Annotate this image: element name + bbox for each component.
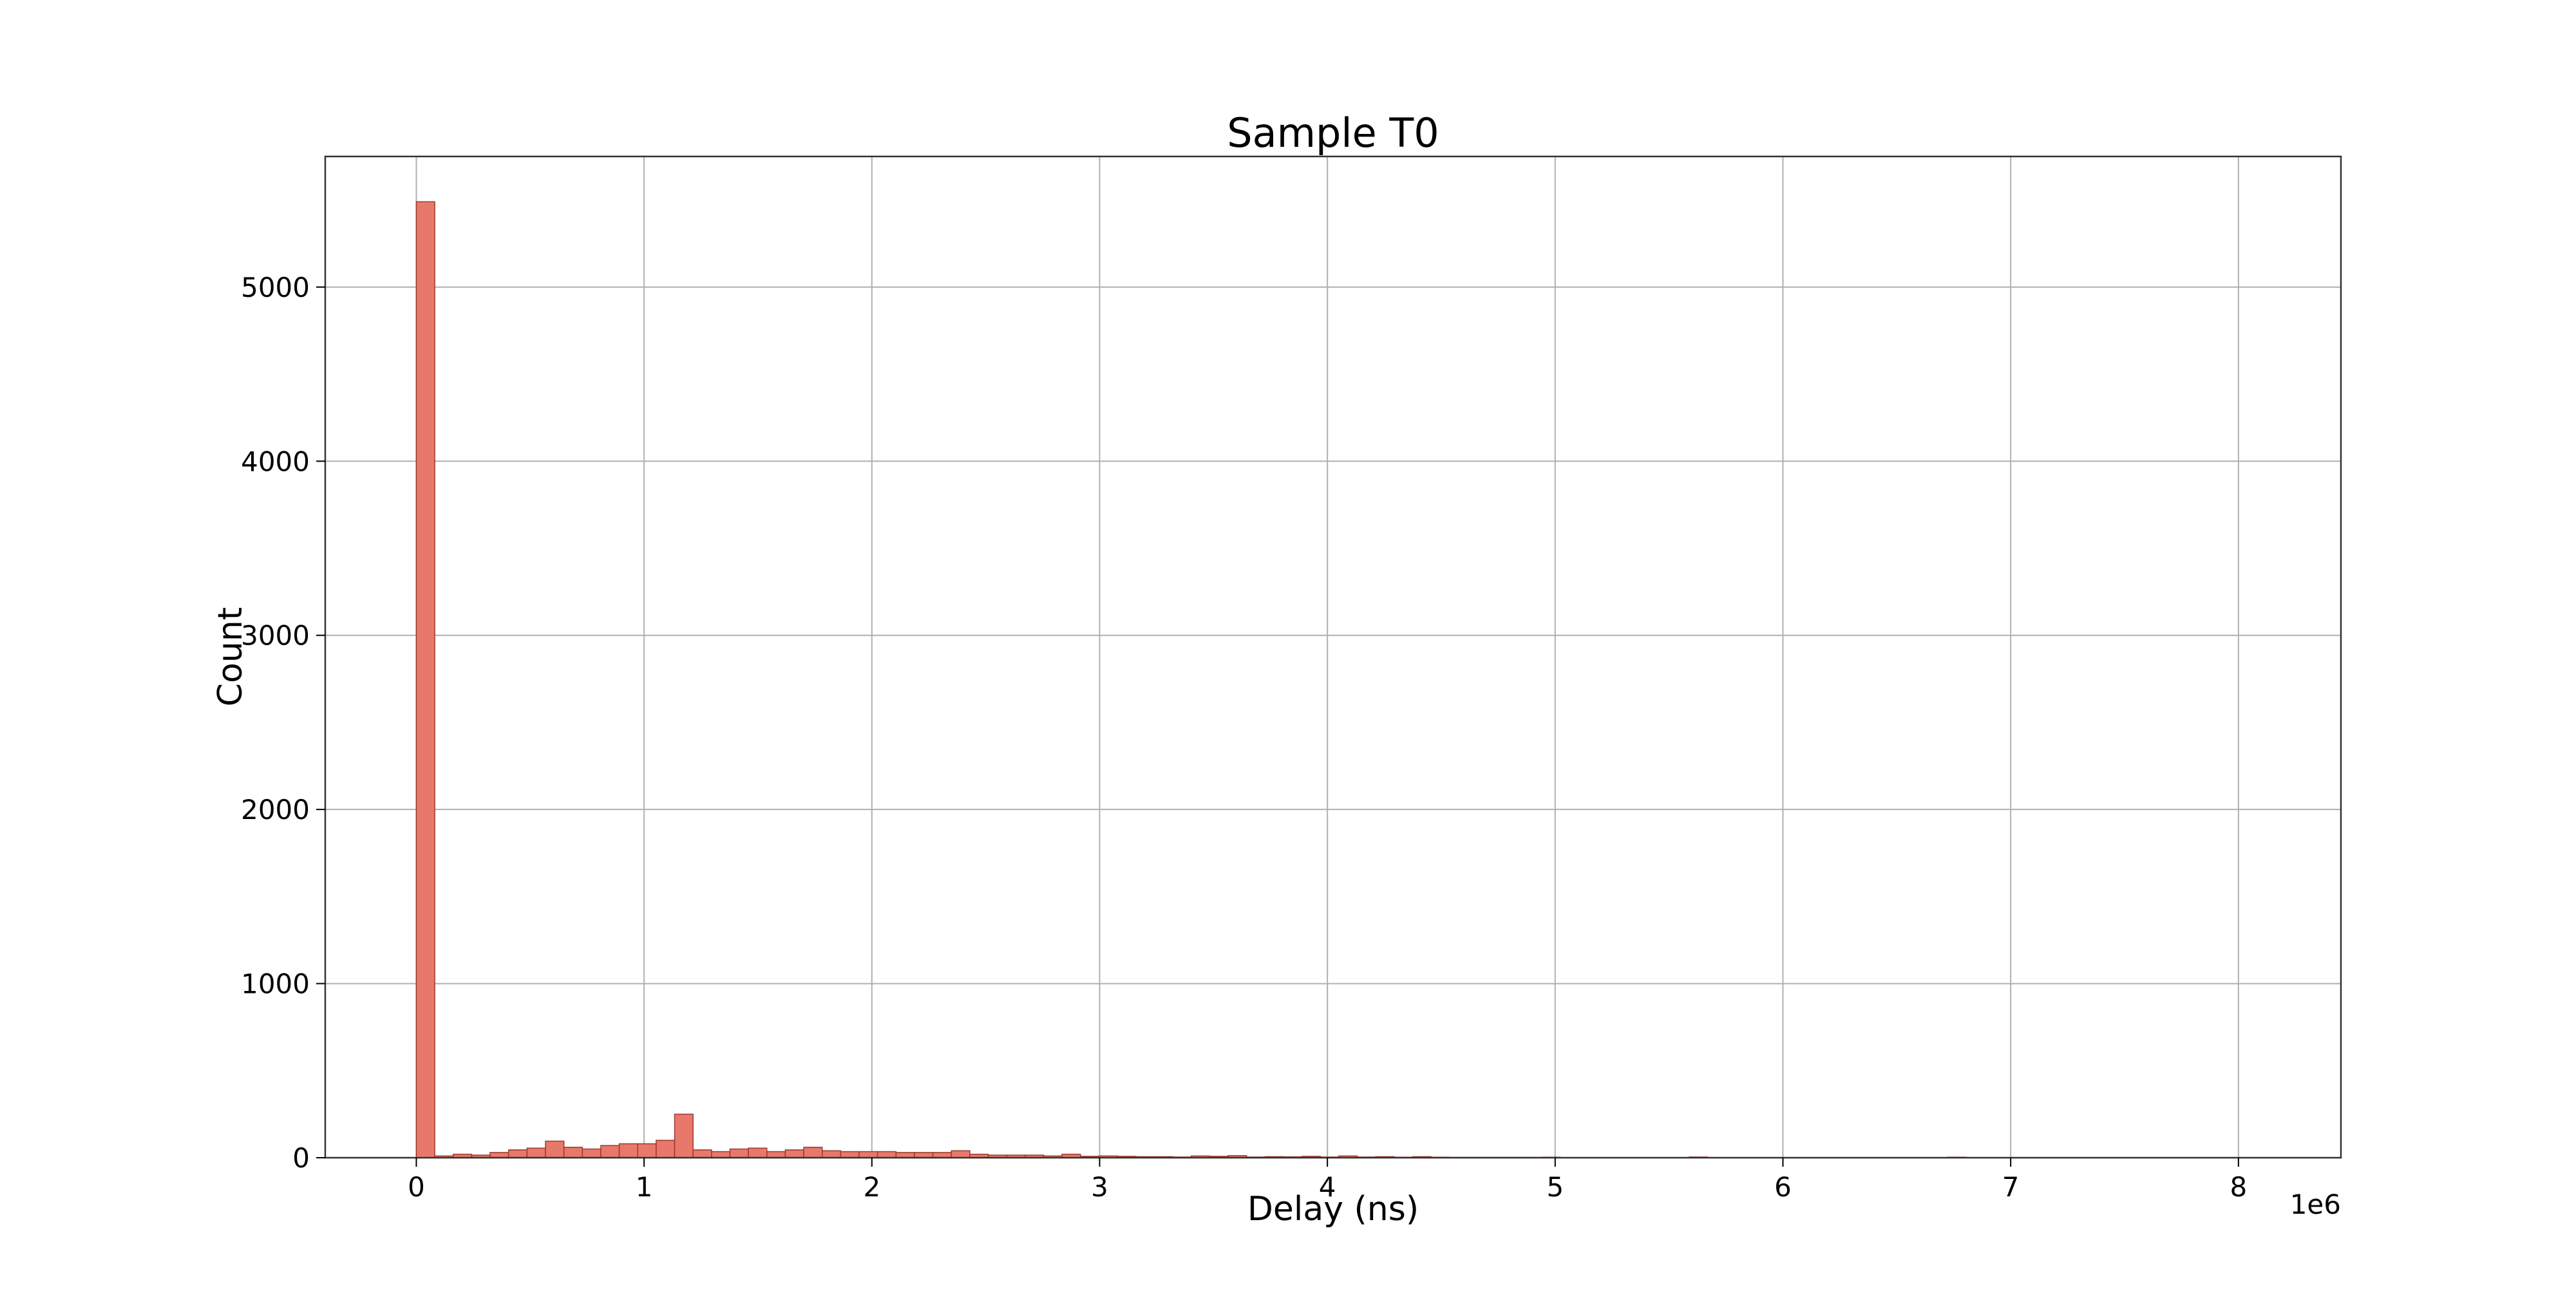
x-tick-label: 6 <box>1774 1171 1792 1203</box>
histogram-bar <box>859 1152 878 1158</box>
x-axis-offset-label: 1e6 <box>2290 1189 2341 1220</box>
histogram-bar <box>620 1144 638 1158</box>
histogram-bar <box>785 1150 804 1158</box>
y-tick-label: 5000 <box>241 272 310 303</box>
y-tick-label: 2000 <box>241 794 310 825</box>
histogram-bar <box>509 1150 527 1158</box>
histogram-bar <box>675 1114 694 1158</box>
histogram-bar <box>748 1148 767 1158</box>
x-tick-label: 5 <box>1546 1171 1564 1203</box>
histogram-bar <box>712 1152 730 1158</box>
histogram-bar <box>656 1140 675 1158</box>
y-tick-label: 4000 <box>241 446 310 477</box>
histogram-bar <box>545 1141 564 1158</box>
x-tick-label: 7 <box>2002 1171 2020 1203</box>
x-tick-label: 3 <box>1091 1171 1108 1203</box>
histogram-bar <box>693 1150 712 1158</box>
histogram-bar <box>638 1144 656 1158</box>
x-tick-label: 0 <box>408 1171 425 1203</box>
x-axis-label: Delay (ns) <box>1247 1190 1419 1229</box>
y-tick-label: 1000 <box>241 968 310 1000</box>
histogram-bar <box>582 1149 601 1158</box>
y-tick-label: 0 <box>292 1142 310 1174</box>
chart-title: Sample T0 <box>1227 109 1439 156</box>
x-tick-label: 8 <box>2230 1171 2247 1203</box>
histogram-bar <box>601 1145 620 1158</box>
histogram-bar <box>730 1149 748 1158</box>
histogram-bar <box>767 1152 786 1158</box>
histogram-bar <box>840 1152 859 1158</box>
x-tick-label: 2 <box>863 1171 880 1203</box>
histogram-bar <box>878 1152 896 1158</box>
histogram-bar <box>527 1148 545 1158</box>
histogram-bar <box>564 1147 583 1158</box>
histogram-bar <box>804 1147 822 1158</box>
histogram-bar <box>822 1151 841 1158</box>
histogram-bar <box>951 1151 970 1158</box>
histogram-bar <box>416 202 435 1158</box>
y-tick-label: 3000 <box>241 620 310 652</box>
x-tick-label: 1 <box>636 1171 653 1203</box>
y-axis-label: Count <box>211 607 250 706</box>
